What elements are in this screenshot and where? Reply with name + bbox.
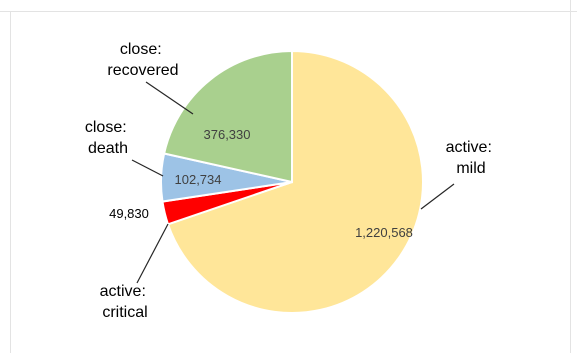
value-label-close-recovered: 376,330 <box>204 127 251 142</box>
category-label-close-death: close: death <box>85 119 131 157</box>
pie-slices <box>160 49 424 314</box>
value-label-active-critical: 49,830 <box>109 206 149 221</box>
value-label-close-death: 102,734 <box>175 172 222 187</box>
pie-slice-close-recovered <box>162 49 293 184</box>
category-label-close-recovered: close: recovered <box>107 41 178 79</box>
leader-line-active-mild <box>420 183 455 210</box>
leader-line-active-critical <box>136 223 169 284</box>
pie-slice-active-mild <box>166 49 424 314</box>
leader-line-close-recovered <box>145 81 194 115</box>
value-label-active-mild: 1,220,568 <box>355 225 413 240</box>
category-label-active-critical: active: critical <box>100 283 151 321</box>
category-label-active-mild: active: mild <box>446 139 497 177</box>
leader-lines <box>131 81 455 284</box>
leader-line-close-death <box>131 159 164 177</box>
